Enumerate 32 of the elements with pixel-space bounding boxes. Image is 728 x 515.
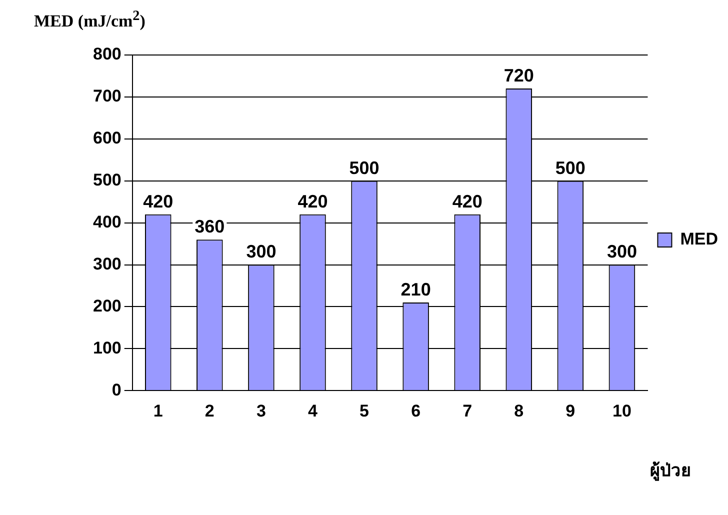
data-label: 210 [400, 279, 431, 300]
y-tick-label: 100 [92, 338, 122, 358]
y-tick-label: 400 [92, 212, 122, 232]
y-tick-label: 200 [92, 296, 122, 316]
y-axis-title: MED (mJ/cm$^{2}$) [34, 8, 146, 32]
data-label: 300 [606, 242, 637, 262]
x-tick-label: 8 [514, 401, 524, 420]
x-tick-label: 3 [256, 401, 266, 420]
data-label: 300 [246, 242, 276, 262]
data-label: 360 [194, 216, 225, 237]
x-tick-label: 9 [566, 401, 576, 420]
x-tick-label: 7 [462, 401, 472, 420]
data-label: 500 [555, 158, 586, 178]
y-tick-label: 500 [92, 170, 122, 190]
data-label: 720 [504, 66, 534, 86]
y-tick-label: 700 [92, 86, 122, 106]
x-tick-label: 10 [612, 401, 632, 420]
x-tick-label: 6 [411, 401, 421, 420]
y-tick-label: 600 [92, 128, 122, 148]
data-label: 420 [298, 191, 328, 212]
y-tick-label: 800 [92, 44, 122, 64]
x-axis-title: ผู้ป่วย [650, 460, 691, 483]
y-tick-label: 0 [112, 380, 122, 400]
y-tick-label: 300 [92, 254, 122, 274]
legend-label: MED [680, 230, 718, 249]
x-tick-label: 4 [308, 401, 318, 420]
x-tick-label: 5 [360, 401, 370, 420]
x-tick-label: 2 [204, 401, 214, 420]
x-tick-label: 1 [153, 401, 163, 420]
data-label: 420 [452, 191, 482, 212]
data-label: 420 [143, 191, 174, 212]
data-label: 500 [349, 158, 380, 178]
